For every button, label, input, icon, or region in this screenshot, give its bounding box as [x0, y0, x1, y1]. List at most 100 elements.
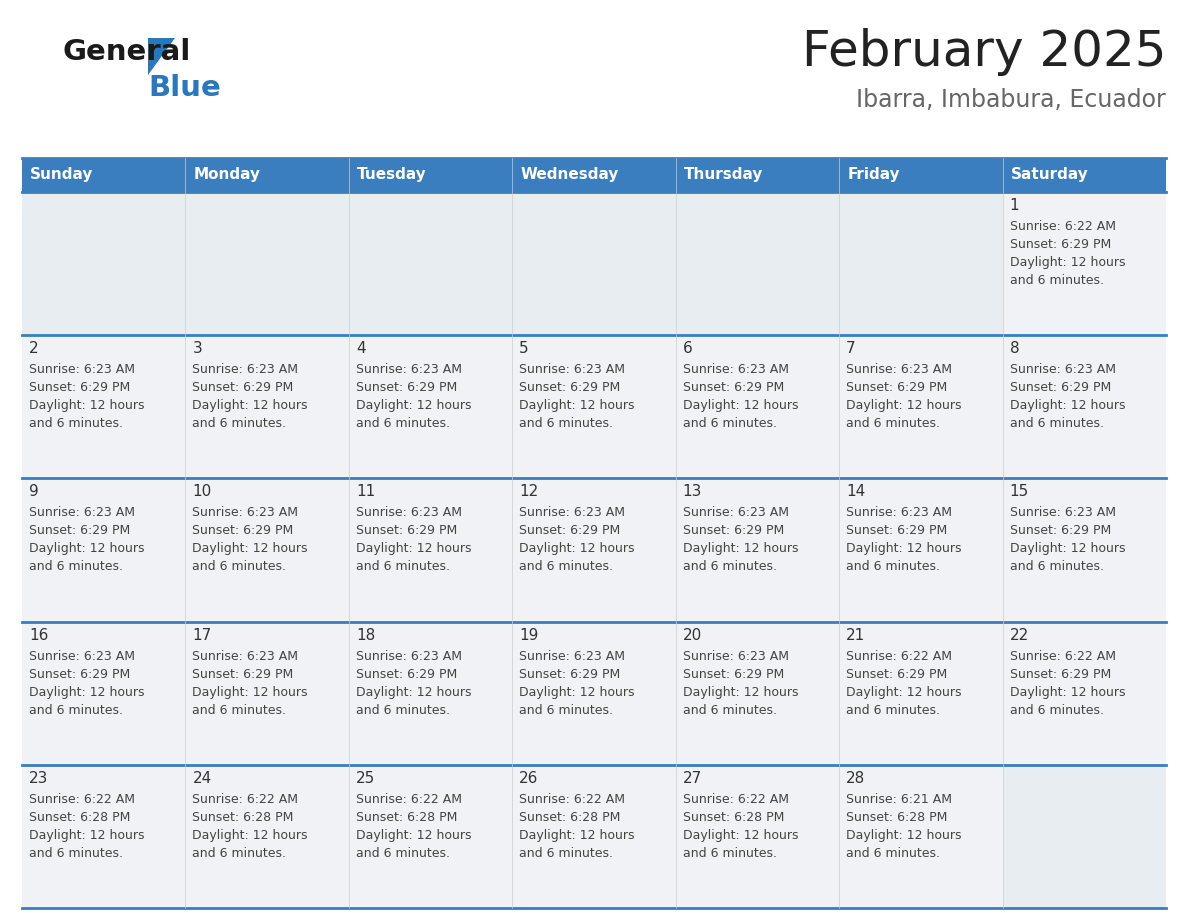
Text: 10: 10 [192, 485, 211, 499]
Text: General: General [62, 38, 190, 66]
Text: Daylight: 12 hours: Daylight: 12 hours [192, 686, 308, 699]
Text: Sunday: Sunday [30, 167, 94, 183]
Bar [839, 478, 1003, 621]
Text: Sunrise: 6:23 AM: Sunrise: 6:23 AM [519, 650, 625, 663]
Text: Daylight: 12 hours: Daylight: 12 hours [519, 543, 634, 555]
Text: and 6 minutes.: and 6 minutes. [192, 703, 286, 717]
Text: Sunset: 6:28 PM: Sunset: 6:28 PM [683, 811, 784, 823]
Bar [676, 765, 839, 908]
Text: Daylight: 12 hours: Daylight: 12 hours [683, 543, 798, 555]
Text: 19: 19 [519, 628, 538, 643]
Text: 23: 23 [29, 771, 49, 786]
Text: Sunrise: 6:22 AM: Sunrise: 6:22 AM [683, 793, 789, 806]
Bar [23, 192, 185, 335]
Text: Sunset: 6:29 PM: Sunset: 6:29 PM [683, 381, 784, 394]
Text: Sunrise: 6:23 AM: Sunrise: 6:23 AM [683, 507, 789, 520]
Text: Sunrise: 6:23 AM: Sunrise: 6:23 AM [519, 507, 625, 520]
Text: 18: 18 [356, 628, 375, 643]
Text: Sunrise: 6:22 AM: Sunrise: 6:22 AM [1010, 220, 1116, 233]
Bar [676, 478, 839, 621]
Bar [23, 478, 185, 621]
Text: Daylight: 12 hours: Daylight: 12 hours [1010, 399, 1125, 412]
Text: 15: 15 [1010, 485, 1029, 499]
Text: Sunrise: 6:23 AM: Sunrise: 6:23 AM [29, 650, 135, 663]
Text: 12: 12 [519, 485, 538, 499]
Text: and 6 minutes.: and 6 minutes. [1010, 417, 1104, 431]
Text: Sunset: 6:28 PM: Sunset: 6:28 PM [519, 811, 620, 823]
Text: 9: 9 [29, 485, 39, 499]
Text: and 6 minutes.: and 6 minutes. [192, 417, 286, 431]
Bar [839, 192, 1003, 335]
Text: Sunset: 6:29 PM: Sunset: 6:29 PM [519, 667, 620, 680]
Text: Sunrise: 6:21 AM: Sunrise: 6:21 AM [846, 793, 952, 806]
Text: 16: 16 [29, 628, 49, 643]
Bar [349, 192, 512, 335]
Text: Sunset: 6:29 PM: Sunset: 6:29 PM [683, 524, 784, 537]
Polygon shape [148, 38, 175, 75]
Text: 24: 24 [192, 771, 211, 786]
Text: Sunset: 6:29 PM: Sunset: 6:29 PM [356, 381, 457, 394]
Bar [1003, 158, 1165, 192]
Text: Daylight: 12 hours: Daylight: 12 hours [192, 543, 308, 555]
Text: Daylight: 12 hours: Daylight: 12 hours [356, 686, 472, 699]
Bar [676, 335, 839, 478]
Text: Thursday: Thursday [684, 167, 763, 183]
Text: and 6 minutes.: and 6 minutes. [29, 417, 124, 431]
Bar [185, 478, 349, 621]
Text: and 6 minutes.: and 6 minutes. [519, 560, 613, 574]
Text: 25: 25 [356, 771, 375, 786]
Bar [23, 621, 185, 765]
Text: Sunrise: 6:23 AM: Sunrise: 6:23 AM [1010, 364, 1116, 376]
Text: Sunrise: 6:23 AM: Sunrise: 6:23 AM [519, 364, 625, 376]
Text: Daylight: 12 hours: Daylight: 12 hours [519, 686, 634, 699]
Text: and 6 minutes.: and 6 minutes. [683, 560, 777, 574]
Text: and 6 minutes.: and 6 minutes. [846, 560, 940, 574]
Text: Sunset: 6:29 PM: Sunset: 6:29 PM [29, 667, 131, 680]
Text: and 6 minutes.: and 6 minutes. [29, 846, 124, 860]
Bar [23, 765, 185, 908]
Text: Sunset: 6:29 PM: Sunset: 6:29 PM [846, 524, 947, 537]
Text: 14: 14 [846, 485, 865, 499]
Bar [349, 621, 512, 765]
Text: Sunrise: 6:23 AM: Sunrise: 6:23 AM [192, 507, 298, 520]
Bar [1003, 765, 1165, 908]
Text: Sunset: 6:28 PM: Sunset: 6:28 PM [192, 811, 293, 823]
Text: Wednesday: Wednesday [520, 167, 619, 183]
Text: Daylight: 12 hours: Daylight: 12 hours [29, 686, 145, 699]
Text: Sunrise: 6:23 AM: Sunrise: 6:23 AM [356, 507, 462, 520]
Text: 2: 2 [29, 341, 39, 356]
Text: Tuesday: Tuesday [356, 167, 426, 183]
Text: and 6 minutes.: and 6 minutes. [192, 560, 286, 574]
Bar [512, 621, 676, 765]
Text: Daylight: 12 hours: Daylight: 12 hours [356, 399, 472, 412]
Text: Sunset: 6:29 PM: Sunset: 6:29 PM [1010, 667, 1111, 680]
Text: Sunset: 6:29 PM: Sunset: 6:29 PM [29, 524, 131, 537]
Bar [676, 158, 839, 192]
Text: Sunrise: 6:23 AM: Sunrise: 6:23 AM [29, 364, 135, 376]
Text: Daylight: 12 hours: Daylight: 12 hours [683, 829, 798, 842]
Text: Daylight: 12 hours: Daylight: 12 hours [29, 829, 145, 842]
Text: Monday: Monday [194, 167, 260, 183]
Text: 6: 6 [683, 341, 693, 356]
Text: Daylight: 12 hours: Daylight: 12 hours [846, 686, 961, 699]
Text: Sunset: 6:29 PM: Sunset: 6:29 PM [1010, 238, 1111, 251]
Text: 28: 28 [846, 771, 865, 786]
Text: and 6 minutes.: and 6 minutes. [356, 560, 450, 574]
Text: Sunset: 6:29 PM: Sunset: 6:29 PM [683, 667, 784, 680]
Text: Sunrise: 6:23 AM: Sunrise: 6:23 AM [846, 507, 952, 520]
Text: and 6 minutes.: and 6 minutes. [192, 846, 286, 860]
Bar [839, 621, 1003, 765]
Text: Sunrise: 6:23 AM: Sunrise: 6:23 AM [192, 364, 298, 376]
Text: and 6 minutes.: and 6 minutes. [356, 703, 450, 717]
Text: Daylight: 12 hours: Daylight: 12 hours [519, 829, 634, 842]
Text: Sunrise: 6:23 AM: Sunrise: 6:23 AM [356, 364, 462, 376]
Bar [676, 621, 839, 765]
Bar [1003, 192, 1165, 335]
Text: Sunrise: 6:23 AM: Sunrise: 6:23 AM [683, 364, 789, 376]
Bar [185, 621, 349, 765]
Text: 11: 11 [356, 485, 375, 499]
Text: Sunrise: 6:23 AM: Sunrise: 6:23 AM [846, 364, 952, 376]
Text: 21: 21 [846, 628, 865, 643]
Text: 20: 20 [683, 628, 702, 643]
Text: Friday: Friday [847, 167, 899, 183]
